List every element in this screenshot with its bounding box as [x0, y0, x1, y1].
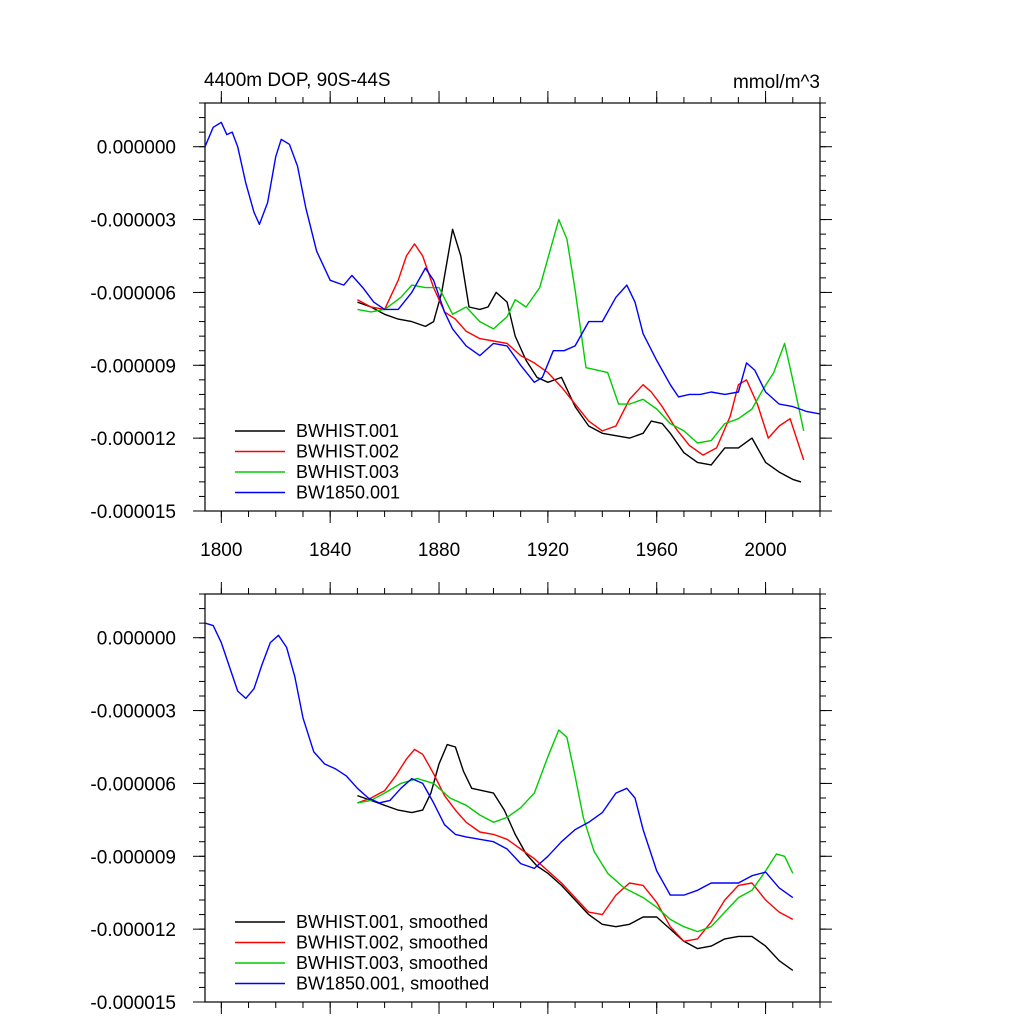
- top-panel-title: 4400m DOP, 90S-44S: [204, 70, 391, 91]
- y-tick-label: -0.000003: [90, 702, 176, 723]
- legend-label: BWHIST.002, smoothed: [296, 933, 488, 953]
- x-tick-label: 1960: [636, 540, 678, 561]
- series-line-3: [204, 121, 821, 415]
- y-tick-label: 0.000000: [97, 138, 176, 159]
- y-tick-label: -0.000003: [90, 211, 176, 232]
- series-line-0: [357, 228, 802, 483]
- series-line-0: [357, 743, 794, 971]
- y-tick-label: -0.000012: [90, 429, 176, 450]
- y-tick-label: -0.000015: [90, 502, 176, 523]
- y-tick-label: -0.000009: [90, 356, 176, 377]
- legend-label: BWHIST.002: [296, 442, 399, 462]
- y-tick-label: -0.000006: [90, 283, 176, 304]
- x-tick-label: 2000: [744, 540, 786, 561]
- bottom-panel: 0.000000 -0.000003 -0.000006 -0.000009 -0.00…: [90, 582, 832, 1014]
- legend-label: BW1850.001, smoothed: [296, 974, 489, 994]
- x-tick-label: 1800: [200, 540, 242, 561]
- series-line-3: [204, 622, 794, 899]
- top-panel: 4400m DOP, 90S-44S mmol/m^3 0.000000 -0.0…: [90, 70, 832, 561]
- series-line-1: [357, 243, 805, 461]
- y-tick-label: -0.000009: [90, 847, 176, 868]
- legend-label: BWHIST.003, smoothed: [296, 953, 488, 973]
- legend-label: BWHIST.001, smoothed: [296, 912, 488, 932]
- y-tick-label: -0.000006: [90, 774, 176, 795]
- legend-label: BWHIST.003: [296, 462, 399, 482]
- x-tick-label: 1840: [309, 540, 351, 561]
- x-tick-label: 1880: [418, 540, 460, 561]
- y-tick-label: 0.000000: [97, 629, 176, 650]
- series-line-2: [357, 218, 805, 444]
- series-line-2: [357, 729, 794, 933]
- x-tick-label: 1920: [527, 540, 569, 561]
- legend-label: BW1850.001: [296, 483, 400, 503]
- y-tick-label: -0.000012: [90, 920, 176, 941]
- legend-label: BWHIST.001: [296, 421, 399, 441]
- series-line-1: [357, 748, 794, 942]
- top-panel-units: mmol/m^3: [733, 72, 820, 93]
- y-tick-label: -0.000015: [90, 993, 176, 1014]
